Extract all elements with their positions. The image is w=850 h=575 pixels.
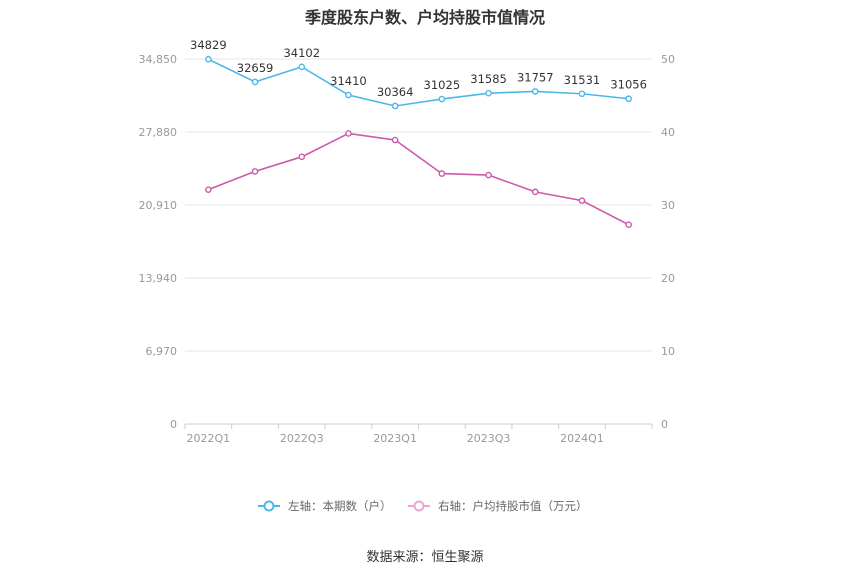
data-point <box>438 170 446 177</box>
legend-marker <box>413 500 425 512</box>
data-point <box>531 88 539 95</box>
y-left-tick-label: 27,880 <box>139 126 178 139</box>
data-label: 34102 <box>283 46 320 60</box>
legend-marker <box>263 500 275 512</box>
chart-title: 季度股东户数、户均持股市值情况 <box>304 8 545 27</box>
y-right-tick-label: 30 <box>661 199 675 212</box>
data-label: 31025 <box>424 78 461 92</box>
y-left-tick-label: 13,940 <box>139 272 178 285</box>
y-right-tick-label: 20 <box>661 272 675 285</box>
x-tick-label: 2022Q1 <box>187 432 231 445</box>
data-label: 31531 <box>564 73 601 87</box>
data-point <box>298 153 306 161</box>
x-tick-label: 2024Q1 <box>560 432 604 445</box>
data-point <box>391 136 399 144</box>
data-point <box>485 171 492 179</box>
data-point <box>205 186 212 193</box>
series-line-avg-value <box>208 132 630 226</box>
data-point <box>625 95 632 103</box>
legend-label: 右轴：户均持股市值（万元） <box>438 499 588 513</box>
y-left-tick-label: 34,850 <box>139 53 178 66</box>
y-right-tick-label: 50 <box>661 53 675 66</box>
data-point <box>345 130 352 137</box>
data-label: 31757 <box>517 70 554 84</box>
data-label: 31056 <box>610 78 647 92</box>
y-right-tick-label: 0 <box>661 418 668 431</box>
legend-label: 左轴：本期数（户） <box>288 499 392 513</box>
data-point <box>485 89 492 97</box>
data-point <box>578 197 586 204</box>
data-label: 30364 <box>377 85 414 99</box>
data-label: 34829 <box>190 38 227 52</box>
data-label: 31585 <box>470 72 507 86</box>
source-note: 数据来源：恒生聚源 <box>366 550 484 565</box>
data-point <box>625 221 632 229</box>
data-label: 31410 <box>330 74 367 88</box>
y-right-tick-label: 40 <box>661 126 675 139</box>
data-point <box>298 63 306 71</box>
x-tick-label: 2023Q1 <box>373 432 417 445</box>
data-label: 32659 <box>237 61 274 75</box>
series-line-holders <box>207 58 629 107</box>
data-point <box>391 102 399 110</box>
y-left-tick-label: 0 <box>170 418 177 431</box>
data-point <box>205 55 212 63</box>
data-point <box>345 91 352 99</box>
data-point <box>251 78 259 86</box>
data-point <box>531 188 539 196</box>
y-left-tick-label: 6,970 <box>146 345 178 358</box>
x-tick-label: 2023Q3 <box>467 432 511 445</box>
x-tick-label: 2022Q3 <box>280 432 324 445</box>
data-point <box>251 168 259 175</box>
data-point <box>438 95 446 103</box>
y-left-tick-label: 20,910 <box>139 199 178 212</box>
y-right-tick-label: 10 <box>661 345 675 358</box>
data-point <box>578 90 586 98</box>
